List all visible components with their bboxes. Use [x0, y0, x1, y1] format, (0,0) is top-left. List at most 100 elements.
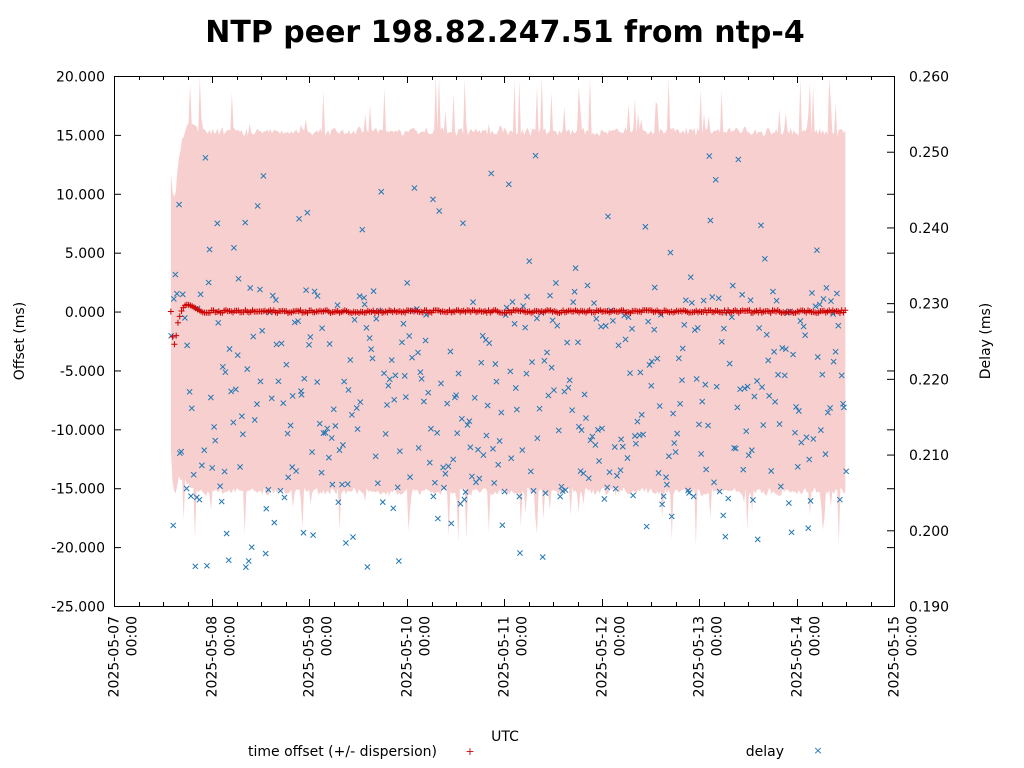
delay-point	[617, 467, 624, 474]
delay-point	[516, 550, 523, 556]
delay-point	[558, 483, 565, 490]
delay-point	[651, 326, 658, 333]
delay-point	[703, 466, 710, 473]
delay-point	[293, 468, 300, 475]
delay-point	[350, 534, 356, 540]
delay-point	[422, 337, 429, 344]
legend-offset-label: time offset (+/- dispersion)	[248, 744, 437, 760]
delay-point	[275, 378, 282, 385]
delay-point	[245, 558, 252, 564]
x-tick-time: 00:00	[808, 616, 824, 656]
delay-point	[314, 293, 321, 299]
delay-point	[677, 400, 684, 407]
x-tick-time: 00:00	[515, 616, 531, 656]
delay-point	[215, 319, 222, 326]
delay-point	[289, 393, 296, 399]
y-tick-label: 10.000	[56, 187, 105, 203]
x-tick-date: 2025-05-08	[205, 616, 221, 697]
delay-point	[262, 550, 269, 557]
delay-point	[522, 324, 529, 331]
delay-point	[711, 479, 717, 486]
delay-point	[614, 472, 620, 479]
delay-point	[196, 496, 203, 503]
delay-point	[283, 361, 290, 368]
delay-point	[788, 529, 795, 536]
delay-point	[342, 540, 349, 546]
delay-point	[370, 288, 377, 295]
delay-point	[627, 370, 633, 377]
delay-point	[361, 294, 367, 301]
delay-point	[637, 369, 644, 376]
delay-point	[602, 322, 609, 329]
delay-point	[549, 317, 556, 324]
delay-point	[417, 369, 424, 376]
delay-point	[311, 288, 318, 295]
delay-point	[188, 405, 195, 412]
delay-point	[599, 425, 605, 432]
delay-point	[212, 437, 219, 444]
bottom-axis: 2025-05-07 00:00 2025-05-08 00:00 2025-05-09…	[107, 76, 921, 697]
delay-point	[776, 421, 783, 428]
delay-point	[353, 405, 360, 411]
delay-point	[769, 288, 776, 295]
delay-point	[480, 452, 487, 459]
delay-point	[575, 339, 581, 346]
delay-point	[351, 316, 358, 323]
delay-point	[765, 357, 772, 364]
delay-point	[524, 293, 531, 300]
delay-point	[748, 447, 755, 454]
delay-point	[278, 340, 285, 347]
delay-point	[476, 475, 483, 482]
x-tick-date: 2025-05-15	[887, 616, 903, 697]
delay-point	[830, 358, 837, 365]
delay-point	[324, 425, 331, 432]
delay-point	[591, 300, 598, 307]
delay-point	[209, 464, 216, 471]
delay-point	[580, 470, 587, 477]
y2-axis-label: Delay (ms)	[978, 303, 994, 379]
delay-point	[364, 564, 371, 570]
delay-point	[395, 558, 402, 565]
delay-point	[368, 346, 375, 353]
y2-tick-label: 0.240	[909, 221, 949, 237]
delay-point	[335, 499, 342, 506]
delay-point	[651, 284, 658, 291]
delay-point	[737, 386, 744, 393]
delay-point	[598, 323, 605, 330]
delay-point	[306, 341, 312, 348]
delay-point	[488, 170, 495, 177]
delay-point	[221, 468, 228, 475]
offset-point	[178, 307, 185, 314]
delay-point	[461, 496, 468, 503]
delay-point	[646, 361, 653, 368]
delay-point	[381, 370, 388, 377]
delay-point	[242, 564, 249, 571]
delay-point	[636, 432, 643, 439]
delay-point	[187, 493, 194, 500]
delay-point	[761, 255, 768, 262]
delay-point	[585, 475, 592, 482]
delay-point	[548, 364, 555, 371]
delay-point	[409, 354, 416, 361]
delay-point	[621, 312, 628, 319]
delay-point	[303, 287, 310, 294]
delay-point	[190, 471, 197, 478]
delay-point	[508, 455, 515, 462]
delay-point	[250, 333, 257, 340]
delay-point	[624, 455, 631, 461]
legend-offset-marker: +	[465, 745, 474, 758]
delay-point	[534, 435, 541, 442]
delay-point	[702, 381, 709, 388]
delay-point	[768, 468, 775, 474]
delay-point	[743, 428, 750, 435]
delay-point	[823, 284, 830, 291]
delay-point	[269, 292, 276, 299]
delay-point	[667, 249, 674, 256]
delay-point	[554, 322, 561, 329]
delay-point	[665, 453, 672, 460]
delay-point	[656, 403, 663, 410]
delay-point	[754, 536, 761, 543]
delay-point	[318, 469, 325, 476]
delay-point	[434, 515, 441, 522]
delay-point	[304, 209, 311, 216]
